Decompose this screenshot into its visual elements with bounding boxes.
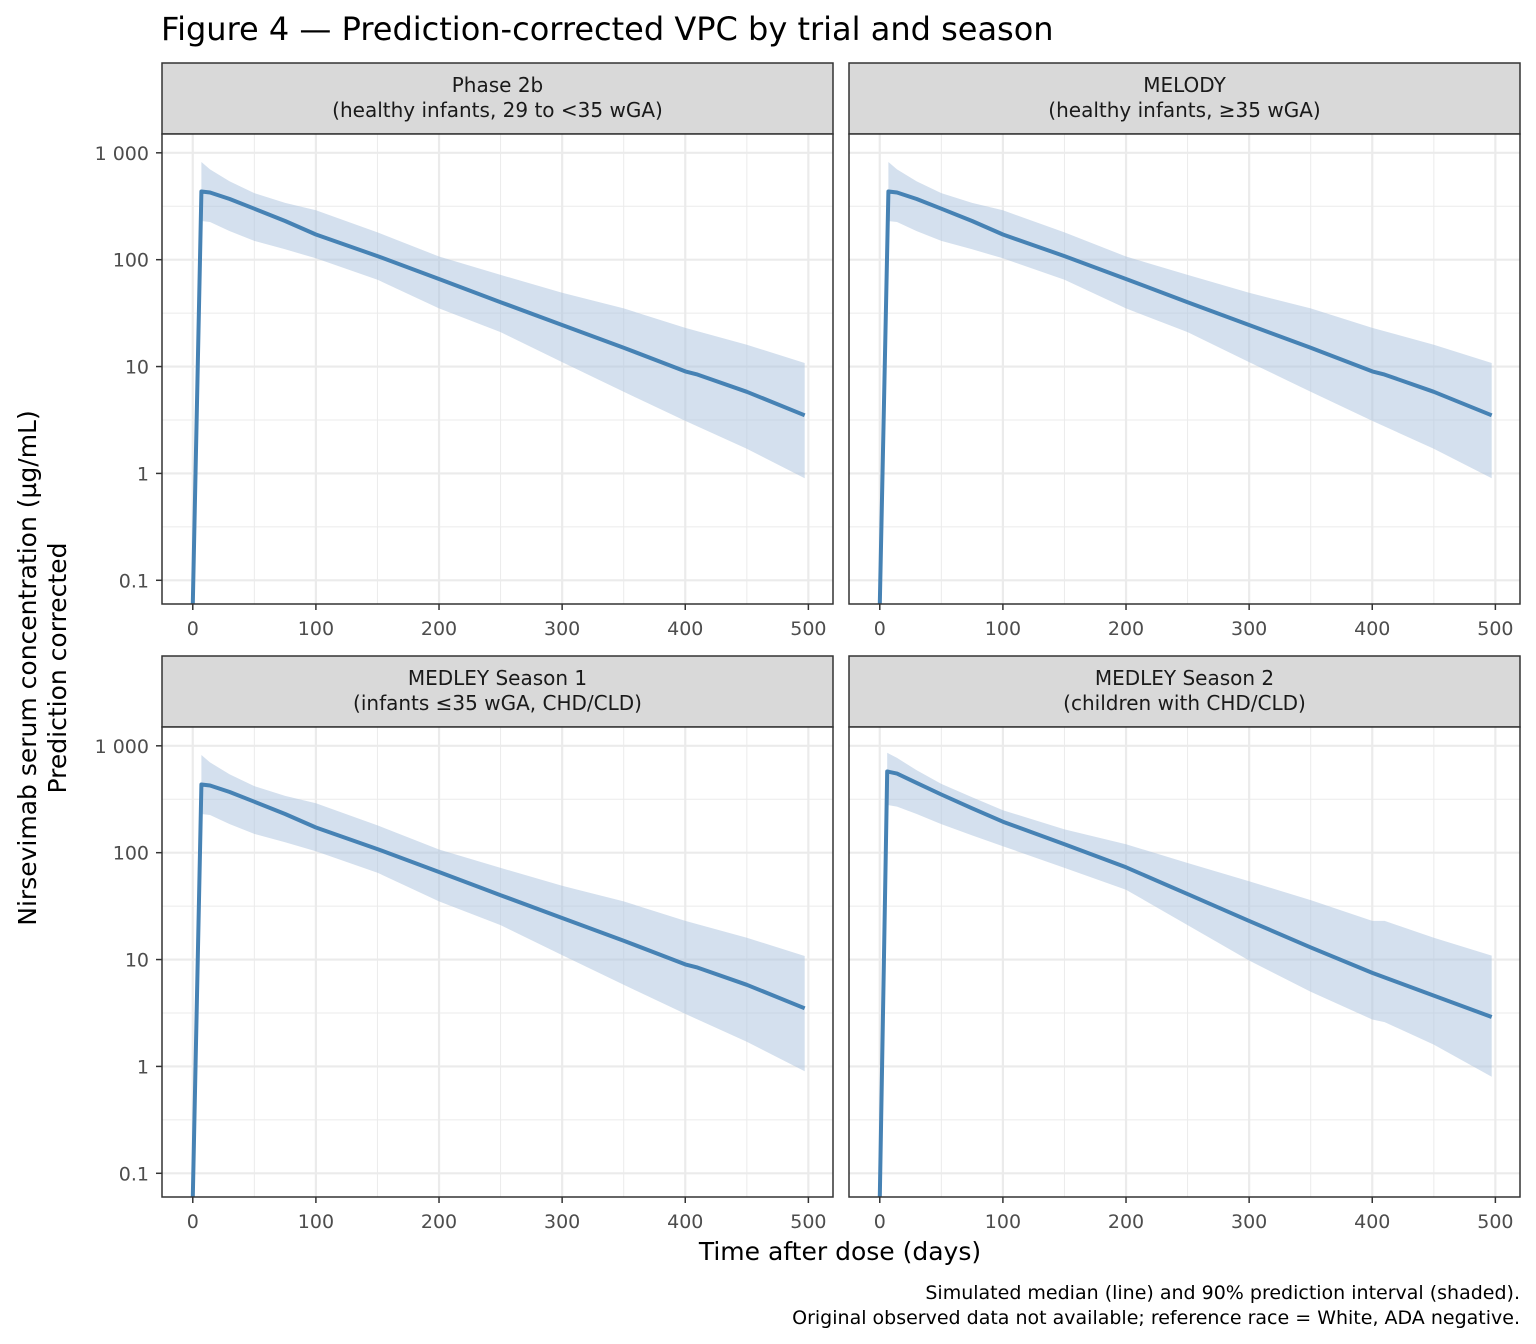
x-tick-label: 300 bbox=[1231, 1211, 1267, 1233]
x-tick-label: 0 bbox=[187, 618, 199, 640]
strip-label-line-1: MEDLEY Season 1 bbox=[408, 666, 587, 690]
median-line bbox=[190, 189, 806, 604]
y-tick-label: 1 bbox=[137, 463, 149, 485]
x-tick-label: 500 bbox=[1477, 1211, 1513, 1233]
chart-title: Figure 4 — Prediction-corrected VPC by t… bbox=[161, 10, 1054, 48]
y-tick-label: 1 bbox=[137, 1056, 149, 1078]
x-tick-label: 0 bbox=[187, 1211, 199, 1233]
x-tick-label: 500 bbox=[1477, 618, 1513, 640]
panel-strip bbox=[161, 655, 834, 728]
panel-1: Phase 2b(healthy infants, 29 to <35 wGA)… bbox=[95, 62, 834, 640]
panel-strip bbox=[848, 62, 1521, 135]
x-tick-label: 500 bbox=[790, 618, 826, 640]
y-axis-title-line-2: Prediction corrected bbox=[43, 543, 72, 794]
x-tick-label: 200 bbox=[421, 618, 457, 640]
strip-label-line-2: (children with CHD/CLD) bbox=[1063, 691, 1306, 715]
x-tick-label: 300 bbox=[1231, 618, 1267, 640]
x-tick-label: 0 bbox=[874, 618, 886, 640]
x-tick-label: 400 bbox=[1354, 1211, 1390, 1233]
strip-label-line-1: MELODY bbox=[1143, 73, 1226, 97]
strip-label-line-1: MEDLEY Season 2 bbox=[1095, 666, 1274, 690]
panel-border bbox=[161, 726, 834, 1198]
x-tick-label: 500 bbox=[790, 1211, 826, 1233]
y-tick-label: 0.1 bbox=[119, 570, 149, 592]
y-tick-label: 10 bbox=[125, 950, 149, 972]
panel-border bbox=[161, 133, 834, 605]
panel-strip bbox=[848, 655, 1521, 728]
x-tick-label: 100 bbox=[985, 1211, 1021, 1233]
y-tick-label: 1 000 bbox=[95, 143, 149, 165]
x-tick-label: 200 bbox=[421, 1211, 457, 1233]
panel-4: MEDLEY Season 2(children with CHD/CLD) 0 1… bbox=[848, 655, 1521, 1233]
median-line bbox=[190, 782, 806, 1197]
prediction-interval-band bbox=[201, 755, 805, 1072]
caption-line-2: Original observed data not available; re… bbox=[792, 1307, 1520, 1329]
x-tick-label: 400 bbox=[667, 1211, 703, 1233]
x-tick-label: 300 bbox=[544, 1211, 580, 1233]
y-axis-title-line-1: Nirsevimab serum concentration (µg/mL) bbox=[13, 410, 42, 925]
strip-label-line-1: Phase 2b bbox=[452, 73, 544, 97]
panel-border bbox=[848, 726, 1521, 1198]
panel-strip bbox=[161, 62, 834, 135]
strip-label-line-2: (healthy infants, 29 to <35 wGA) bbox=[332, 98, 663, 122]
x-tick-label: 100 bbox=[298, 1211, 334, 1233]
strip-label-line-2: (healthy infants, ≥35 wGA) bbox=[1048, 98, 1320, 122]
x-tick-label: 300 bbox=[544, 618, 580, 640]
panel-border bbox=[848, 133, 1521, 605]
caption-line-1: Simulated median (line) and 90% predicti… bbox=[925, 1282, 1520, 1304]
median-line bbox=[877, 769, 1493, 1197]
y-tick-label: 1 000 bbox=[95, 736, 149, 758]
panels-container: Phase 2b(healthy infants, 29 to <35 wGA)… bbox=[95, 62, 1521, 1233]
x-axis-title: Time after dose (days) bbox=[698, 1237, 981, 1266]
strip-label-line-2: (infants ≤35 wGA, CHD/CLD) bbox=[353, 691, 642, 715]
y-tick-label: 100 bbox=[113, 250, 149, 272]
x-tick-label: 200 bbox=[1108, 618, 1144, 640]
x-tick-label: 0 bbox=[874, 1211, 886, 1233]
panel-3: MEDLEY Season 1(infants ≤35 wGA, CHD/CLD… bbox=[95, 655, 834, 1233]
x-tick-label: 100 bbox=[985, 618, 1021, 640]
x-tick-label: 100 bbox=[298, 618, 334, 640]
x-tick-label: 200 bbox=[1108, 1211, 1144, 1233]
prediction-interval-band bbox=[201, 162, 805, 479]
y-tick-label: 100 bbox=[113, 843, 149, 865]
x-tick-label: 400 bbox=[667, 618, 703, 640]
x-tick-label: 400 bbox=[1354, 618, 1390, 640]
y-tick-label: 10 bbox=[125, 357, 149, 379]
median-line bbox=[877, 189, 1493, 604]
y-tick-label: 0.1 bbox=[119, 1163, 149, 1185]
panel-2: MELODY(healthy infants, ≥35 wGA) 0 100 200 3… bbox=[848, 62, 1521, 640]
prediction-interval-band bbox=[888, 162, 1492, 479]
